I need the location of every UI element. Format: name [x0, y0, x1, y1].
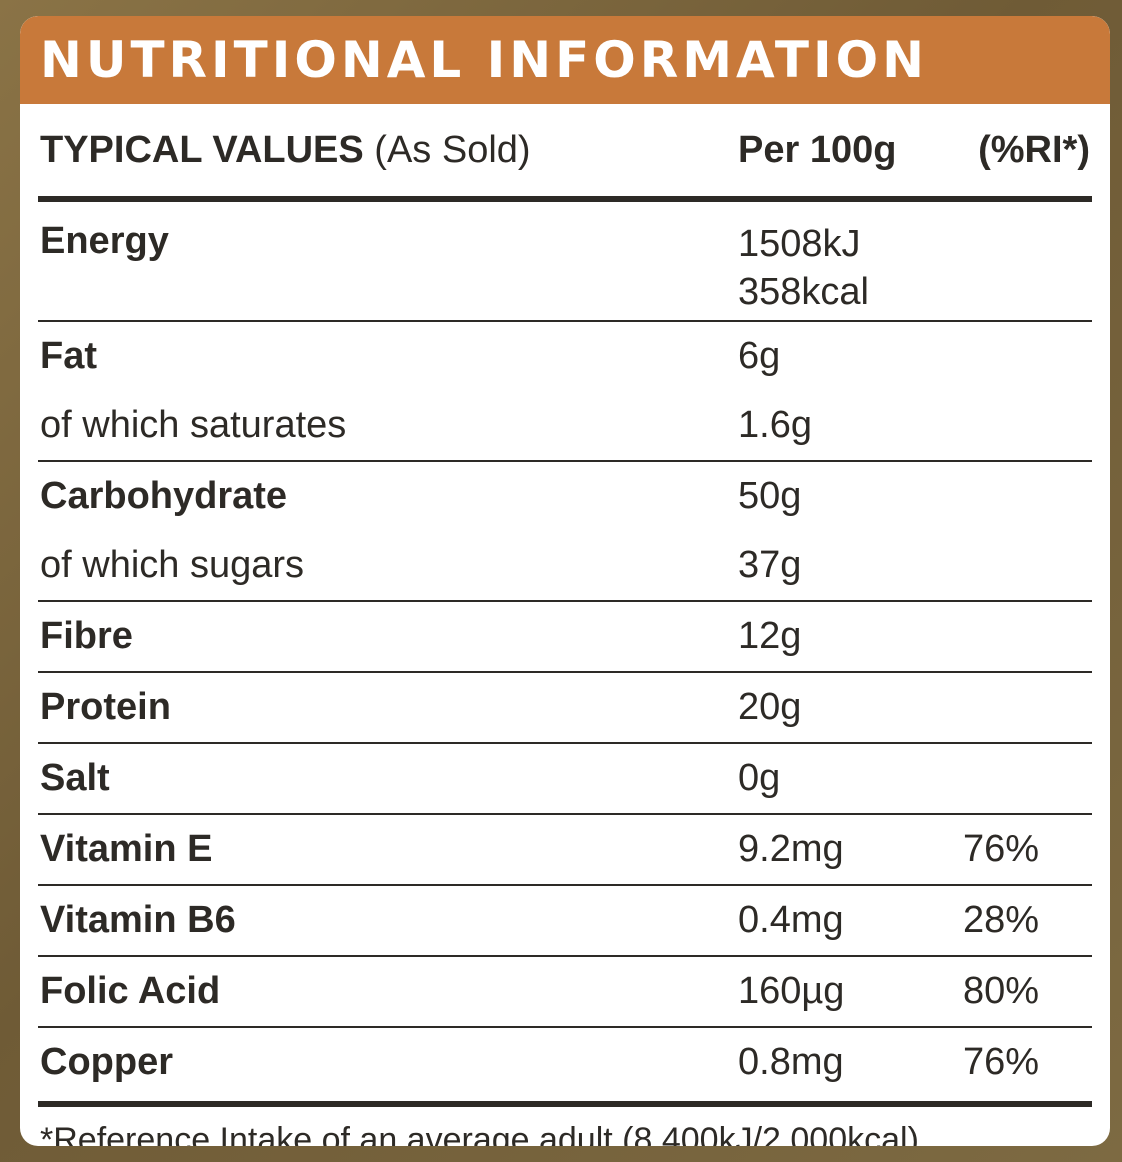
- footer-divider: [38, 1101, 1092, 1107]
- row-ri: 76%: [963, 1041, 1040, 1083]
- row-value: 37g: [738, 544, 802, 586]
- table-row: Salt 0g: [38, 744, 1092, 815]
- row-value: 160µg: [738, 970, 845, 1012]
- table-row: of which saturates 1.6g: [38, 391, 1092, 462]
- row-value: 12g: [738, 615, 802, 657]
- row-name: Fibre: [40, 615, 133, 657]
- row-name: Salt: [40, 757, 110, 799]
- row-ri: 76%: [963, 828, 1040, 870]
- header-ri: (%RI*): [978, 128, 1090, 171]
- row-ri: 28%: [963, 899, 1040, 941]
- table-row: Copper 0.8mg 76%: [38, 1028, 1092, 1097]
- row-name: Folic Acid: [40, 970, 221, 1012]
- row-name: of which saturates: [40, 404, 347, 446]
- header-typical-values: TYPICAL VALUES (As Sold): [38, 129, 738, 172]
- row-value: 0g: [738, 757, 781, 799]
- row-value: 1508kJ 358kcal: [738, 220, 963, 316]
- nutrition-label: NUTRITIONAL INFORMATION TYPICAL VALUES (…: [20, 16, 1110, 1146]
- row-name: Vitamin B6: [40, 899, 236, 941]
- row-name: of which sugars: [40, 544, 305, 586]
- header-typical-bold: TYPICAL VALUES: [40, 128, 364, 171]
- row-name: Energy: [40, 220, 169, 262]
- row-value: 20g: [738, 686, 802, 728]
- title-bar: NUTRITIONAL INFORMATION: [20, 16, 1110, 104]
- table-header: TYPICAL VALUES (As Sold) Per 100g (%RI*): [38, 104, 1092, 202]
- nutrition-table: TYPICAL VALUES (As Sold) Per 100g (%RI*)…: [38, 104, 1092, 1146]
- table-row: Protein 20g: [38, 673, 1092, 744]
- energy-kj: 1508kJ: [738, 223, 861, 265]
- table-row: Carbohydrate 50g: [38, 462, 1092, 531]
- row-value: 0.8mg: [738, 1041, 844, 1083]
- row-value: 9.2mg: [738, 828, 844, 870]
- table-row: Fat 6g: [38, 322, 1092, 391]
- header-per-100g: Per 100g: [738, 128, 897, 171]
- energy-kcal: 358kcal: [738, 271, 869, 313]
- row-value: 0.4mg: [738, 899, 844, 941]
- table-row: Fibre 12g: [38, 602, 1092, 673]
- row-value: 1.6g: [738, 404, 812, 446]
- table-row: Energy 1508kJ 358kcal: [38, 202, 1092, 322]
- footnote: *Reference Intake of an average adult (8…: [40, 1121, 929, 1146]
- row-name: Vitamin E: [40, 828, 213, 870]
- table-row: Vitamin B6 0.4mg 28%: [38, 886, 1092, 957]
- table-row: of which sugars 37g: [38, 531, 1092, 602]
- table-row: Folic Acid 160µg 80%: [38, 957, 1092, 1028]
- row-name: Protein: [40, 686, 171, 728]
- row-value: 50g: [738, 475, 802, 517]
- header-typical-light: (As Sold): [363, 128, 531, 171]
- row-ri: 80%: [963, 970, 1040, 1012]
- row-name: Copper: [40, 1041, 173, 1083]
- table-row: Vitamin E 9.2mg 76%: [38, 815, 1092, 886]
- label-title: NUTRITIONAL INFORMATION: [40, 31, 928, 89]
- row-name: Fat: [40, 335, 97, 377]
- row-name: Carbohydrate: [40, 475, 288, 517]
- row-value: 6g: [738, 335, 781, 377]
